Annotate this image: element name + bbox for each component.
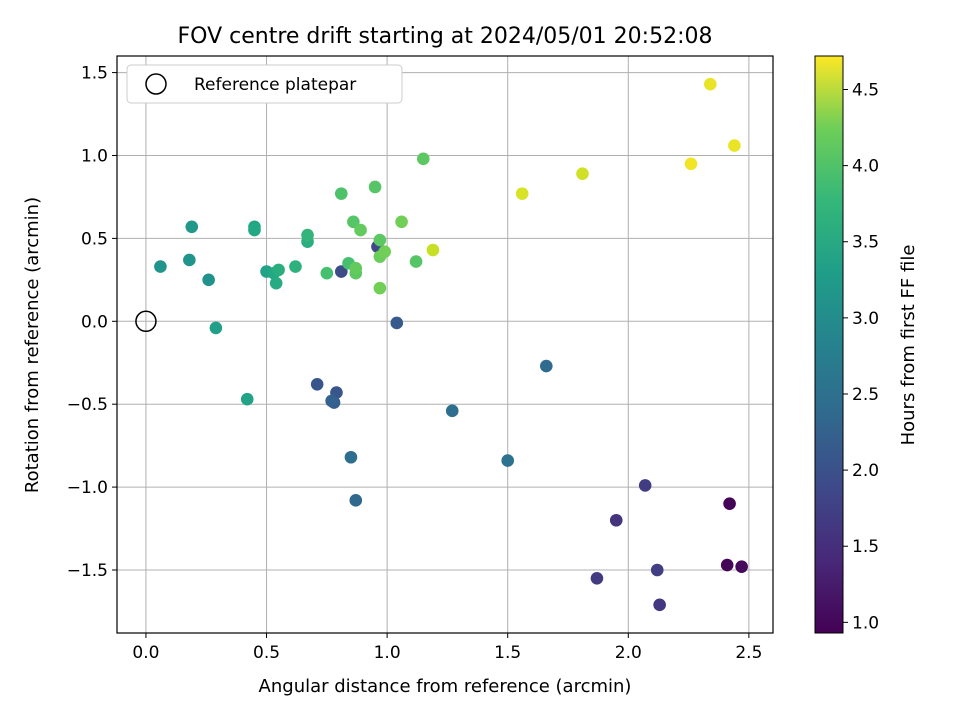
y-tick-label: 1.5	[81, 64, 108, 84]
legend: Reference platepar	[126, 64, 403, 104]
data-point	[354, 223, 367, 237]
colorbar-tick-label: 1.5	[852, 537, 879, 557]
data-point	[539, 359, 553, 373]
data-point	[183, 253, 196, 267]
chart-title: FOV centre drift starting at 2024/05/01 …	[178, 24, 713, 49]
data-point	[240, 392, 254, 406]
data-point	[576, 167, 589, 181]
data-point	[653, 598, 666, 612]
data-point	[684, 157, 698, 171]
x-tick-label: 2.5	[735, 643, 762, 663]
data-point	[703, 77, 717, 91]
data-point	[154, 260, 167, 273]
x-axis-ticks: 0.0 0.5 1.0 1.5 2.0 2.5	[132, 633, 762, 663]
y-axis-ticks: −1.5 −1.0 −0.5 0.0 0.5 1.0 1.5	[67, 64, 117, 581]
data-point	[301, 228, 314, 242]
data-point	[728, 139, 741, 152]
y-tick-label: 0.0	[81, 312, 108, 332]
data-point	[373, 233, 387, 247]
data-point	[515, 187, 529, 200]
data-point	[720, 558, 734, 572]
colorbar: 1.0 1.5 2.0 2.5 3.0 3.5 4.0 4.5 Hours from firs…	[814, 55, 919, 634]
colorbar-tick-label: 1.0	[852, 613, 879, 633]
data-point	[501, 454, 515, 467]
data-point	[310, 377, 324, 391]
colorbar-tick-label: 4.5	[852, 80, 879, 100]
legend-marker-reference	[145, 73, 167, 95]
data-point	[416, 152, 430, 166]
data-point	[272, 263, 285, 277]
x-tick-label: 1.5	[494, 643, 521, 663]
data-point	[334, 187, 348, 200]
data-point	[320, 266, 334, 280]
data-point	[368, 180, 382, 194]
data-point	[269, 276, 283, 290]
x-axis-label: Angular distance from reference (arcmin)	[259, 676, 632, 697]
y-tick-label: −1.0	[67, 478, 108, 498]
data-point	[395, 215, 408, 229]
data-point	[735, 560, 748, 573]
colorbar-gradient	[814, 55, 844, 634]
data-point	[248, 223, 261, 237]
x-tick-label: 1.0	[374, 643, 401, 663]
data-point	[209, 321, 223, 335]
colorbar-tick-label: 3.5	[852, 233, 879, 253]
colorbar-label: Hours from first FF file	[898, 245, 919, 446]
data-point	[390, 316, 404, 330]
data-point	[378, 245, 392, 258]
data-point	[349, 261, 363, 275]
y-tick-label: 0.5	[81, 229, 108, 249]
data-point	[650, 563, 664, 577]
data-point	[409, 255, 423, 268]
colorbar-tick-label: 2.5	[852, 385, 879, 405]
legend-label-reference: Reference platepar	[194, 75, 356, 95]
y-tick-label: −0.5	[67, 395, 108, 415]
data-point	[609, 513, 623, 527]
x-tick-label: 0.5	[253, 643, 280, 663]
data-points	[135, 77, 748, 612]
data-point	[325, 394, 338, 408]
data-point	[289, 260, 302, 273]
data-point	[349, 494, 363, 507]
grid-lines	[117, 56, 773, 633]
colorbar-tick-label: 2.0	[852, 461, 879, 481]
y-tick-label: −1.5	[67, 561, 108, 581]
data-point	[445, 404, 459, 418]
data-point	[373, 281, 387, 295]
colorbar-tick-label: 3.0	[852, 309, 879, 329]
colorbar-tick-label: 4.0	[852, 157, 879, 177]
plot-frame	[116, 55, 774, 634]
data-point	[426, 243, 440, 257]
data-point	[347, 215, 360, 229]
reference-point-marker	[135, 310, 157, 333]
data-point	[344, 450, 358, 464]
y-axis-label: Rotation from reference (arcmin)	[22, 197, 43, 493]
x-tick-label: 2.0	[615, 643, 642, 663]
legend-box	[126, 64, 403, 104]
data-point	[590, 571, 604, 585]
colorbar-ticks: 1.0 1.5 2.0 2.5 3.0 3.5 4.0 4.5	[843, 80, 879, 633]
y-tick-label: 1.0	[81, 146, 108, 166]
data-point	[334, 265, 348, 278]
data-point	[638, 479, 652, 492]
x-tick-label: 0.0	[132, 643, 159, 663]
data-point	[202, 273, 215, 287]
data-point	[723, 497, 736, 510]
data-point	[185, 220, 199, 234]
